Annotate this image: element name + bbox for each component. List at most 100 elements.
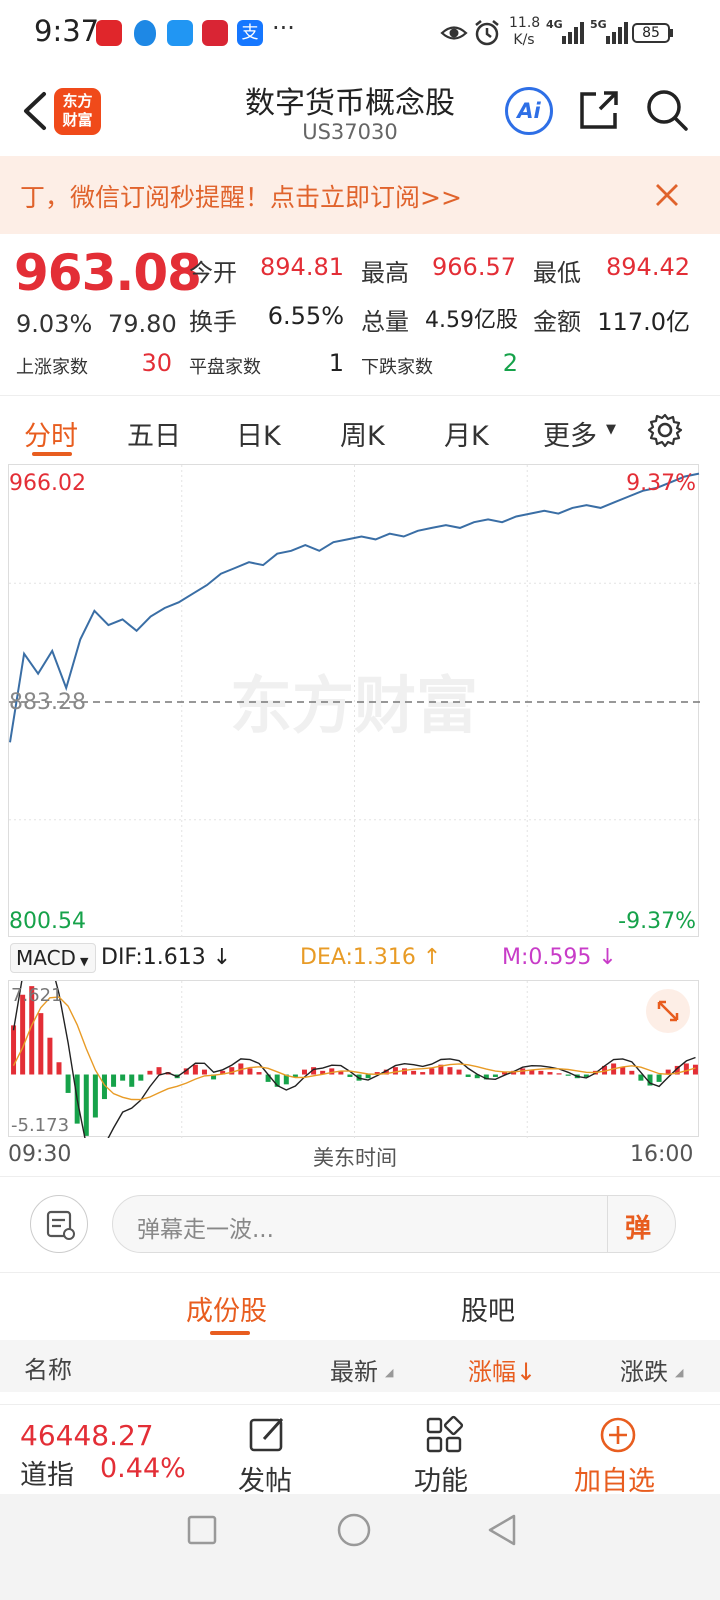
back-nav-icon[interactable] [484,1512,520,1548]
bottom-nav: 46448.27 道指 0.44% 发帖 功能 加自选 [0,1404,720,1497]
macd-chart-svg [11,981,698,1138]
flat-count: 1 [328,349,344,377]
tab-five-day[interactable]: 五日 [127,421,181,452]
caret-down-icon: ▼ [606,422,616,437]
index-name: 道指 [20,1460,74,1491]
time-start: 09:30 [8,1142,72,1167]
tab-intraday[interactable]: 分时 [24,421,78,452]
settings-icon[interactable] [647,412,683,448]
col-change[interactable]: 涨跌 [620,1358,668,1386]
search-icon[interactable] [645,88,689,132]
col-change-pct[interactable]: 涨幅↓ [468,1358,537,1386]
turnover-value: 6.55% [267,302,344,330]
macd-chart[interactable]: 7.621 -5.173 [8,980,699,1138]
active-tab-indicator [32,452,72,456]
intraday-chart-svg: 东方财富 [9,465,700,938]
danmu-settings-icon [46,1210,75,1240]
add-watchlist-button[interactable]: 加自选 [570,1411,670,1497]
index-pct: 0.44% [100,1453,186,1484]
macd-m: M:0.595 ↓ [502,945,617,970]
macd-dif: DIF:1.613 ↓ [101,945,232,970]
col-name: 名称 [24,1356,72,1384]
col-latest[interactable]: 最新 [330,1358,378,1386]
danmu-settings-button[interactable] [30,1195,88,1253]
macd-top-value: 7.621 [11,985,63,1006]
low-label: 最低 [533,259,581,287]
plus-circle-icon [600,1417,636,1453]
volume-label: 总量 [361,308,409,336]
macd-bottom-value: -5.173 [11,1115,70,1136]
grid-icon [426,1415,464,1453]
down-count-label: 下跌家数 [361,357,433,378]
expand-icon [657,1000,679,1022]
tab-more[interactable]: 更多 [543,421,597,452]
status-bar: 9:37 支 ··· 11.8 K/s 4G 5G 85 [0,0,720,66]
index-value: 46448.27 [20,1419,154,1452]
expand-button[interactable] [646,989,690,1033]
eastmoney-logo: 东方 财富 [54,88,101,135]
index-ticker[interactable]: 46448.27 道指 0.44% [20,1417,200,1491]
price-line [9,472,700,743]
close-icon[interactable] [652,180,682,210]
net-speed: 11.8 K/s [509,15,541,48]
danmu-input[interactable]: 弹幕走一波... 弹 [112,1195,676,1253]
tab-daily-k[interactable]: 日K [236,421,281,452]
dif-line [12,981,696,1138]
add-watchlist-label: 加自选 [574,1466,655,1497]
watermark: 东方财富 [230,672,478,741]
tab-monthly-k[interactable]: 月K [444,421,489,452]
post-label: 发帖 [238,1466,292,1497]
signal-4g-icon [562,22,584,44]
back-icon[interactable] [14,88,54,134]
table-header: 名称 最新 ◢ 涨幅↓ 涨跌 ◢ [0,1340,720,1392]
open-label: 今开 [189,259,237,287]
signal-4g-label: 4G [546,18,563,31]
time-zone-label: 美东时间 [313,1146,397,1170]
up-count-label: 上涨家数 [16,357,88,378]
post-button[interactable]: 发帖 [228,1411,308,1497]
home-icon[interactable] [336,1512,372,1548]
signal-5g-icon [606,22,628,44]
recent-apps-icon[interactable] [186,1514,218,1546]
open-value: 894.81 [260,253,344,281]
turnover-label: 换手 [189,308,237,336]
chart-top-price: 966.02 [9,471,86,496]
signal-5g-label: 5G [590,18,607,31]
ai-assistant-button[interactable]: Ai [505,87,553,135]
alipay-icon: 支 [237,20,263,46]
change-value: 79.80 [108,310,177,338]
macd-selector[interactable]: MACD ▼ [10,943,96,973]
low-value: 894.42 [606,253,690,281]
flat-count-label: 平盘家数 [189,357,261,378]
danmu-bar: 弹幕走一波... 弹 [0,1176,720,1272]
caret-down-icon: ▼ [79,955,89,968]
volume-value: 4.59亿股 [425,308,518,333]
share-icon[interactable] [578,89,620,131]
message-icon [167,20,193,46]
constituent-tabs: 成份股 股吧 [0,1272,720,1340]
store-icon [202,20,228,46]
divider [0,395,720,396]
app-header: 东方 财富 数字货币概念股 US37030 Ai [0,66,720,156]
sort-icon: ◢ [675,1366,684,1379]
functions-button[interactable]: 功能 [404,1411,484,1497]
macd-selector-label: MACD [16,946,76,970]
sort-icon: ◢ [385,1366,394,1379]
chart-bottom-price: 800.54 [9,909,86,934]
system-nav-bar [0,1494,720,1600]
danmu-send-button[interactable]: 弹 [625,1214,652,1244]
tab-forum[interactable]: 股吧 [461,1296,515,1327]
up-count: 30 [141,349,172,377]
battery-tip [670,29,673,37]
tab-weekly-k[interactable]: 周K [340,421,385,452]
subscribe-banner[interactable]: 丁，微信订阅秒提醒！点击立即订阅>> [0,156,720,234]
more-notifications: ··· [272,14,295,42]
stock-code: US37030 [302,120,398,144]
chart-base-price: 883.28 [9,690,86,715]
intraday-chart[interactable]: 东方财富 966.02 9.37% 883.28 800.54 -9.37% [8,464,700,938]
current-price: 963.08 [14,244,202,302]
tab-constituents[interactable]: 成份股 [186,1296,267,1327]
shield-icon [134,20,156,46]
subscribe-text[interactable]: 丁，微信订阅秒提醒！点击立即订阅>> [20,183,462,212]
chart-top-pct: 9.37% [626,471,696,496]
